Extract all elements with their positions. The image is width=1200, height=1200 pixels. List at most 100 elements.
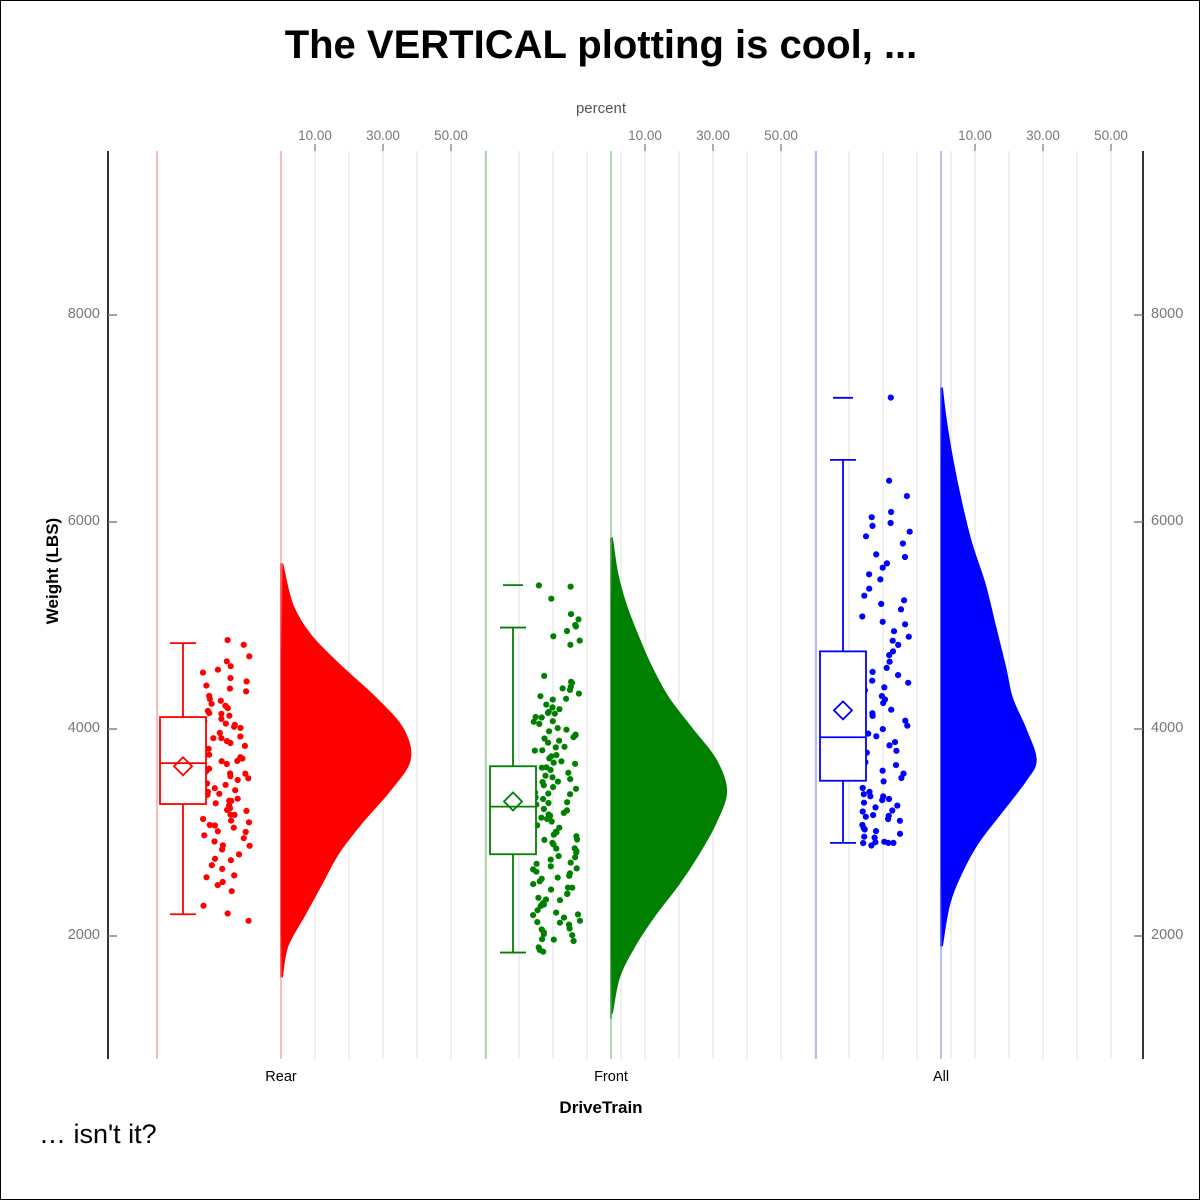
scatter-point [879, 564, 886, 571]
scatter-point [240, 641, 247, 648]
scatter-point [546, 755, 553, 762]
scatter-point [883, 560, 891, 567]
scatter-point [530, 881, 537, 888]
scatter-point [216, 790, 223, 797]
boxplot-front [489, 584, 537, 954]
scatter-point [567, 859, 574, 866]
scatter-point [905, 633, 912, 640]
series-group-front [489, 537, 728, 1019]
scatter-point [859, 808, 866, 815]
scatter-point [553, 752, 560, 759]
scatter-point [567, 776, 574, 783]
scatter-point [199, 669, 207, 676]
scatter-point [552, 744, 559, 751]
scatter-point [222, 720, 229, 727]
scatter-point [886, 742, 893, 749]
scatter-point [536, 720, 543, 728]
scatter-point [898, 774, 905, 782]
scatter-point [572, 623, 580, 630]
scatter-point [564, 891, 571, 898]
scatter-point [545, 799, 552, 807]
chart-title: The VERTICAL plotting is cool, ... [284, 23, 918, 67]
box-iqr [159, 716, 207, 805]
scatter-point [533, 868, 540, 875]
series-group-all [819, 387, 1037, 947]
scatter-point [861, 592, 868, 599]
scatter-point [556, 737, 563, 744]
scatter-point [245, 775, 252, 782]
scatter-point [224, 910, 231, 917]
scatter-point [567, 611, 575, 618]
scatter-point [551, 710, 558, 717]
top-tick-label: 30.00 [366, 128, 400, 143]
scatter-point [901, 553, 909, 561]
scatter-point [227, 675, 234, 682]
y-tick-label-right: 6000 [1151, 513, 1184, 529]
mean-diamond [502, 791, 524, 812]
scatter-point [553, 845, 560, 852]
scatter-point [538, 714, 545, 721]
scatter-point [572, 760, 579, 767]
scatter-point [576, 917, 584, 924]
top-tick-label: 50.00 [764, 128, 798, 143]
scatter-point [886, 652, 893, 659]
scatter-point [539, 936, 546, 943]
scatter-point [567, 583, 574, 590]
scatter-point [890, 628, 898, 635]
scatter-point [567, 641, 574, 648]
scatter-point [211, 785, 218, 792]
scatter-point [539, 747, 546, 754]
scatter-point [216, 729, 223, 737]
scatter-point [223, 658, 230, 665]
top-tick-label: 50.00 [1094, 128, 1128, 143]
axis-group [107, 144, 1144, 1059]
scatter-point [567, 791, 574, 798]
scatter-point [903, 493, 911, 500]
scatter-point [866, 571, 873, 578]
scatter-point [902, 717, 909, 724]
scatter-point [538, 814, 545, 821]
scatter-point [540, 805, 548, 813]
scatter-point [554, 874, 561, 881]
scatter-point [872, 804, 879, 811]
scatter-point [530, 718, 537, 725]
scatter-point [869, 668, 876, 676]
mean-diamond [172, 755, 194, 777]
scatter-point [538, 764, 546, 771]
scatter-point [544, 815, 551, 823]
scatter-point [904, 722, 911, 729]
scatter-points-all [859, 394, 913, 849]
scatter-point [892, 762, 900, 769]
scatter-point [234, 757, 241, 765]
scatter-point [245, 819, 253, 826]
scatter-point [564, 799, 571, 806]
scatter-point [550, 633, 557, 640]
scatter-point [547, 766, 554, 774]
scatter-point [200, 815, 207, 823]
scatter-point [203, 874, 210, 881]
scatter-point [859, 784, 866, 792]
panel-rules-group [156, 151, 942, 1059]
scatter-point [533, 860, 540, 867]
group-label-front: Front [594, 1069, 628, 1085]
scatter-point [881, 684, 888, 691]
scatter-point [888, 706, 895, 713]
top-tick-label: 50.00 [434, 128, 468, 143]
scatter-point [870, 812, 877, 819]
scatter-point [574, 911, 582, 918]
top-tick-label: 30.00 [1026, 128, 1060, 143]
scatter-point [877, 576, 884, 583]
y-tick-label-left: 4000 [67, 720, 100, 736]
scatter-point [860, 799, 868, 806]
scatter-point [219, 846, 226, 853]
scatter-point [228, 888, 235, 895]
scatter-point [872, 828, 880, 835]
scatter-point [890, 839, 897, 847]
scatter-point [534, 907, 541, 914]
scatter-point [880, 699, 887, 707]
scatter-point [212, 800, 219, 807]
scatter-point [887, 394, 894, 401]
violin-density-rear [280, 563, 412, 978]
scatter-point [537, 693, 544, 700]
